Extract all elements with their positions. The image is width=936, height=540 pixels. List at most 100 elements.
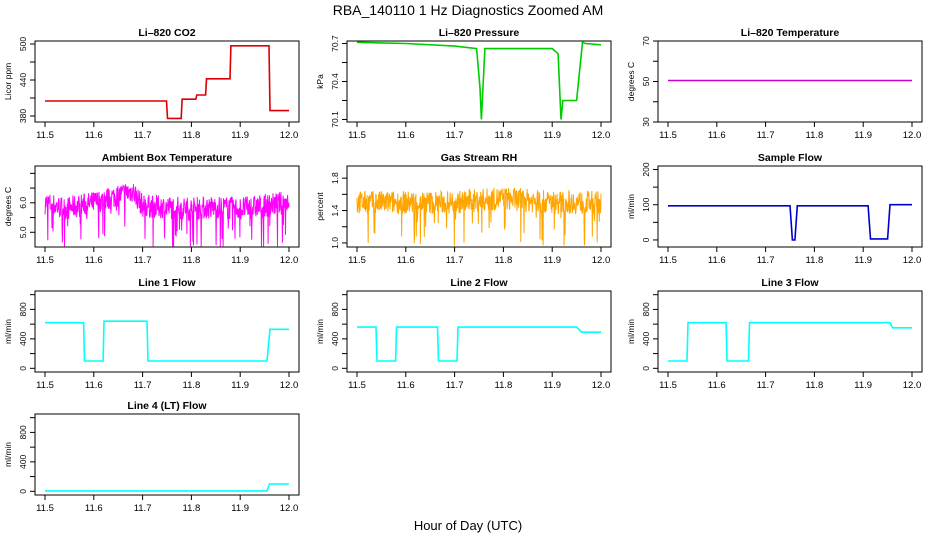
y-tick-label: 1.0 — [330, 237, 340, 249]
y-axis-label: ml/min — [626, 319, 636, 344]
subplot-1: Li–820 CO2 Licor ppm 11.5 11.6 11.7 11.8 11.9 1… — [3, 27, 300, 141]
y-axis-label: ml/min — [315, 319, 325, 344]
x-tick-label: 11.9 — [231, 130, 249, 141]
y-tick-label: 400 — [18, 332, 28, 346]
x-tick-label: 12.0 — [280, 130, 299, 141]
x-tick-label: 11.8 — [495, 380, 513, 391]
y-axis-label: percent — [315, 192, 325, 221]
x-tick-label: 11.7 — [446, 130, 464, 141]
subplot-title: Line 1 Flow — [138, 277, 196, 289]
x-tick-label: 12.0 — [592, 255, 611, 266]
y-axis-label: degrees C — [626, 62, 636, 101]
x-tick-label: 11.5 — [659, 380, 677, 391]
x-tick-label: 11.7 — [757, 380, 775, 391]
y-tick-label: 800 — [18, 425, 28, 439]
series-line — [45, 45, 289, 120]
x-tick-label: 11.5 — [36, 255, 54, 266]
x-tick-label: 12.0 — [592, 130, 611, 141]
subplot-7: Line 1 Flow ml/min 11.5 11.6 11.7 11.8 11.9 12.… — [3, 277, 300, 391]
series-line — [356, 187, 602, 246]
y-tick-label: 1.4 — [330, 204, 340, 216]
x-tick-label: 11.5 — [36, 130, 54, 141]
y-tick-label: 400 — [641, 332, 651, 346]
series-line — [668, 321, 912, 362]
x-tick-label: 11.7 — [134, 255, 152, 266]
x-tick-label: 11.9 — [854, 380, 872, 391]
figure-title: RBA_140110 1 Hz Diagnostics Zoomed AM — [332, 2, 604, 18]
x-tick-label: 11.8 — [806, 130, 824, 141]
plot-box — [657, 290, 923, 373]
y-tick-label: 380 — [18, 109, 28, 123]
y-tick-label: 5.0 — [18, 226, 28, 238]
x-tick-label: 11.9 — [543, 130, 561, 141]
y-tick-label: 70 — [641, 36, 651, 46]
x-tick-label: 11.7 — [134, 130, 152, 141]
y-tick-label: 800 — [330, 302, 340, 316]
y-tick-label: 1.8 — [330, 172, 340, 184]
x-tick-label: 11.8 — [495, 130, 513, 141]
x-tick-label: 12.0 — [280, 503, 299, 514]
x-tick-label: 11.5 — [659, 255, 677, 266]
y-tick-label: 0 — [18, 489, 28, 494]
y-tick-label: 100 — [641, 197, 651, 211]
x-tick-label: 11.9 — [231, 380, 249, 391]
x-tick-label: 11.8 — [183, 130, 201, 141]
x-tick-label: 12.0 — [903, 380, 922, 391]
x-tick-label: 11.8 — [183, 380, 201, 391]
y-axis-label: ml/min — [626, 194, 636, 219]
x-tick-label: 11.5 — [659, 130, 677, 141]
figure-x-axis-label: Hour of Day (UTC) — [413, 518, 523, 533]
plot-box — [346, 165, 612, 248]
x-tick-label: 11.8 — [495, 255, 513, 266]
x-tick-label: 11.6 — [397, 130, 415, 141]
y-tick-label: 70.1 — [330, 111, 340, 128]
series-line — [668, 203, 912, 241]
x-tick-label: 11.6 — [708, 380, 726, 391]
y-tick-label: 440 — [18, 73, 28, 87]
y-tick-label: 0 — [18, 366, 28, 371]
plot-box — [34, 165, 300, 248]
subplot-5: Gas Stream RH percent 11.5 11.6 11.7 11.8 11.9… — [315, 152, 612, 266]
y-tick-label: 0 — [330, 366, 340, 371]
y-tick-label: 800 — [18, 302, 28, 316]
subplot-title: Li–820 Temperature — [741, 27, 840, 39]
x-tick-label: 11.9 — [231, 255, 249, 266]
subplot-6: Sample Flow ml/min 11.5 11.6 11.7 11.8 11.9 12.… — [626, 152, 923, 266]
x-tick-label: 12.0 — [280, 255, 299, 266]
x-tick-label: 11.6 — [85, 503, 103, 514]
y-tick-label: 30 — [641, 117, 651, 127]
x-tick-label: 11.7 — [446, 380, 464, 391]
subplot-9: Line 3 Flow ml/min 11.5 11.6 11.7 11.8 11.9 12.… — [626, 277, 923, 391]
x-tick-label: 11.5 — [348, 130, 366, 141]
x-tick-label: 11.7 — [446, 255, 464, 266]
y-axis-label: kPa — [315, 74, 325, 89]
x-tick-label: 11.6 — [85, 255, 103, 266]
subplot-4: Ambient Box Temperature degrees C 11.5 11.6… — [3, 152, 300, 266]
series-line — [357, 326, 601, 362]
plot-box — [34, 290, 300, 373]
subplot-10: Line 4 (LT) Flow ml/min 11.5 11.6 11.7 11.8 11… — [3, 400, 300, 514]
subplot-title: Line 3 Flow — [761, 277, 819, 289]
subplot-title: Li–820 CO2 — [138, 27, 195, 39]
y-tick-label: 400 — [330, 332, 340, 346]
x-tick-label: 11.9 — [543, 255, 561, 266]
x-tick-label: 11.7 — [134, 503, 152, 514]
y-tick-label: 6.0 — [18, 197, 28, 209]
y-tick-label: 70.7 — [330, 35, 340, 52]
plot-box — [346, 290, 612, 373]
x-tick-label: 11.9 — [231, 503, 249, 514]
x-tick-label: 11.9 — [543, 380, 561, 391]
series-line — [44, 183, 290, 247]
x-tick-label: 11.6 — [708, 130, 726, 141]
x-tick-label: 12.0 — [280, 380, 299, 391]
y-axis-label: ml/min — [3, 442, 13, 467]
x-tick-label: 11.6 — [708, 255, 726, 266]
subplot-title: Li–820 Pressure — [439, 27, 520, 39]
x-tick-label: 11.5 — [348, 380, 366, 391]
x-tick-label: 11.7 — [134, 380, 152, 391]
x-tick-label: 11.6 — [397, 380, 415, 391]
x-tick-label: 11.6 — [85, 380, 103, 391]
y-tick-label: 50 — [641, 77, 651, 87]
